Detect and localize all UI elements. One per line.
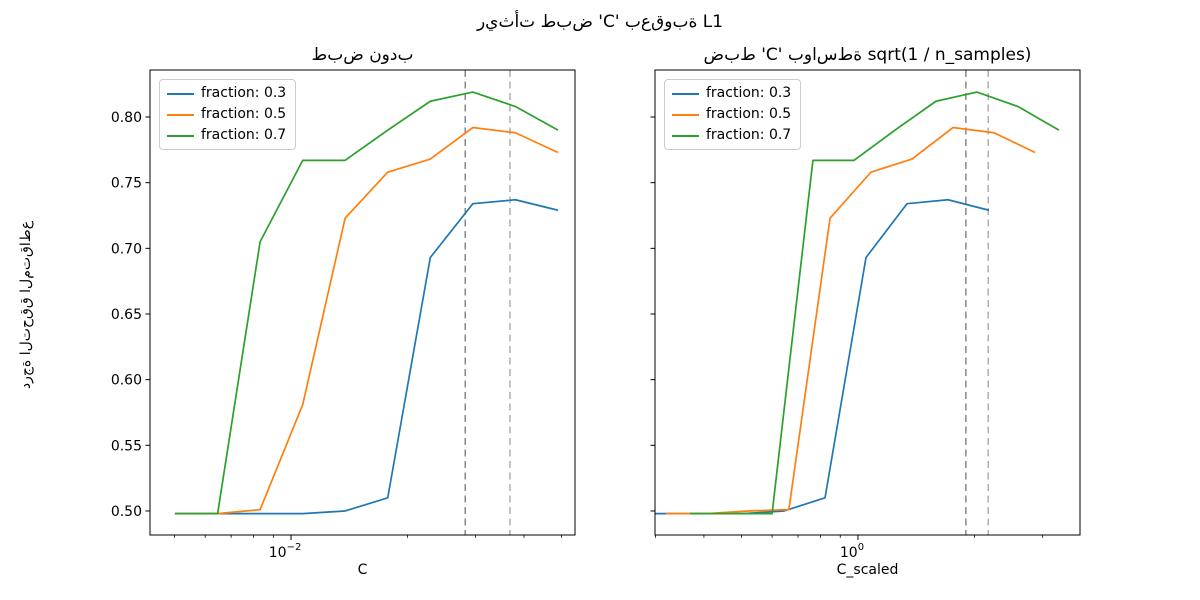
x-axis-label-left: C xyxy=(357,562,368,578)
y-tick-label: 0.60 xyxy=(111,373,142,389)
left-plot-title: ط‌ب‌ض ن‌و‌د‌ب xyxy=(311,45,414,65)
legend-label: fraction: 0.3 xyxy=(706,85,792,101)
series-line xyxy=(174,91,559,515)
legend-label: fraction: 0.5 xyxy=(706,106,792,122)
legend-swatch xyxy=(672,113,699,116)
legend-swatch xyxy=(167,92,194,95)
axes-frame xyxy=(654,69,1081,536)
legend-item: fraction: 0.5 xyxy=(672,106,791,123)
series-line xyxy=(689,91,1060,515)
legend-item: fraction: 0.3 xyxy=(167,85,286,102)
y-tick-label: 0.70 xyxy=(111,241,142,257)
subplot-right: 100 xyxy=(650,69,1081,561)
legend-box-left: fraction: 0.3 fraction: 0.5 fraction: 0.7 xyxy=(159,79,297,150)
legend-item: fraction: 0.5 xyxy=(167,106,286,123)
series-line xyxy=(655,198,990,515)
legend-item: fraction: 0.7 xyxy=(167,127,286,144)
y-tick-label: 0.80 xyxy=(111,110,142,126)
x-axis-label-right: C_scaled xyxy=(836,562,899,578)
legend-swatch xyxy=(167,134,194,137)
legend-label: fraction: 0.5 xyxy=(201,106,287,122)
legend-swatch xyxy=(167,113,194,116)
x-tick-label: 10−2 xyxy=(269,542,302,561)
legend-label: fraction: 0.7 xyxy=(706,127,792,143)
y-tick-label: 0.65 xyxy=(111,307,142,323)
legend-swatch xyxy=(672,134,699,137)
right-plot-title: ض‌ب‌ط 'C' ب‌و‌ا‌س‌ط‌ة sqrt(1 / n_samples… xyxy=(703,45,1032,65)
figure-title: ر‌ي‌ث‌أ‌ت ط‌ب‌ض 'C' ب‌ع‌ق‌و‌ب‌ة L1 xyxy=(476,12,724,32)
legend-label: fraction: 0.3 xyxy=(201,85,287,101)
x-tick-label: 100 xyxy=(840,542,864,561)
legend-box-right: fraction: 0.3 fraction: 0.5 fraction: 0.7 xyxy=(664,79,802,150)
y-tick-label: 0.75 xyxy=(111,176,142,192)
series-line xyxy=(174,198,559,515)
legend-label: fraction: 0.7 xyxy=(201,127,287,143)
y-tick-label: 0.55 xyxy=(111,438,142,454)
series-line xyxy=(174,126,559,515)
y-tick-label: 0.50 xyxy=(111,504,142,520)
legend-item: fraction: 0.7 xyxy=(672,127,791,144)
legend-item: fraction: 0.3 xyxy=(672,85,791,102)
subplot-left: 0.50 0.55 0.60 0.65 0.70 0.75 0.80 10−2 xyxy=(111,69,576,561)
series-line xyxy=(665,126,1036,515)
axes-frame xyxy=(149,69,576,536)
legend-swatch xyxy=(672,92,699,95)
